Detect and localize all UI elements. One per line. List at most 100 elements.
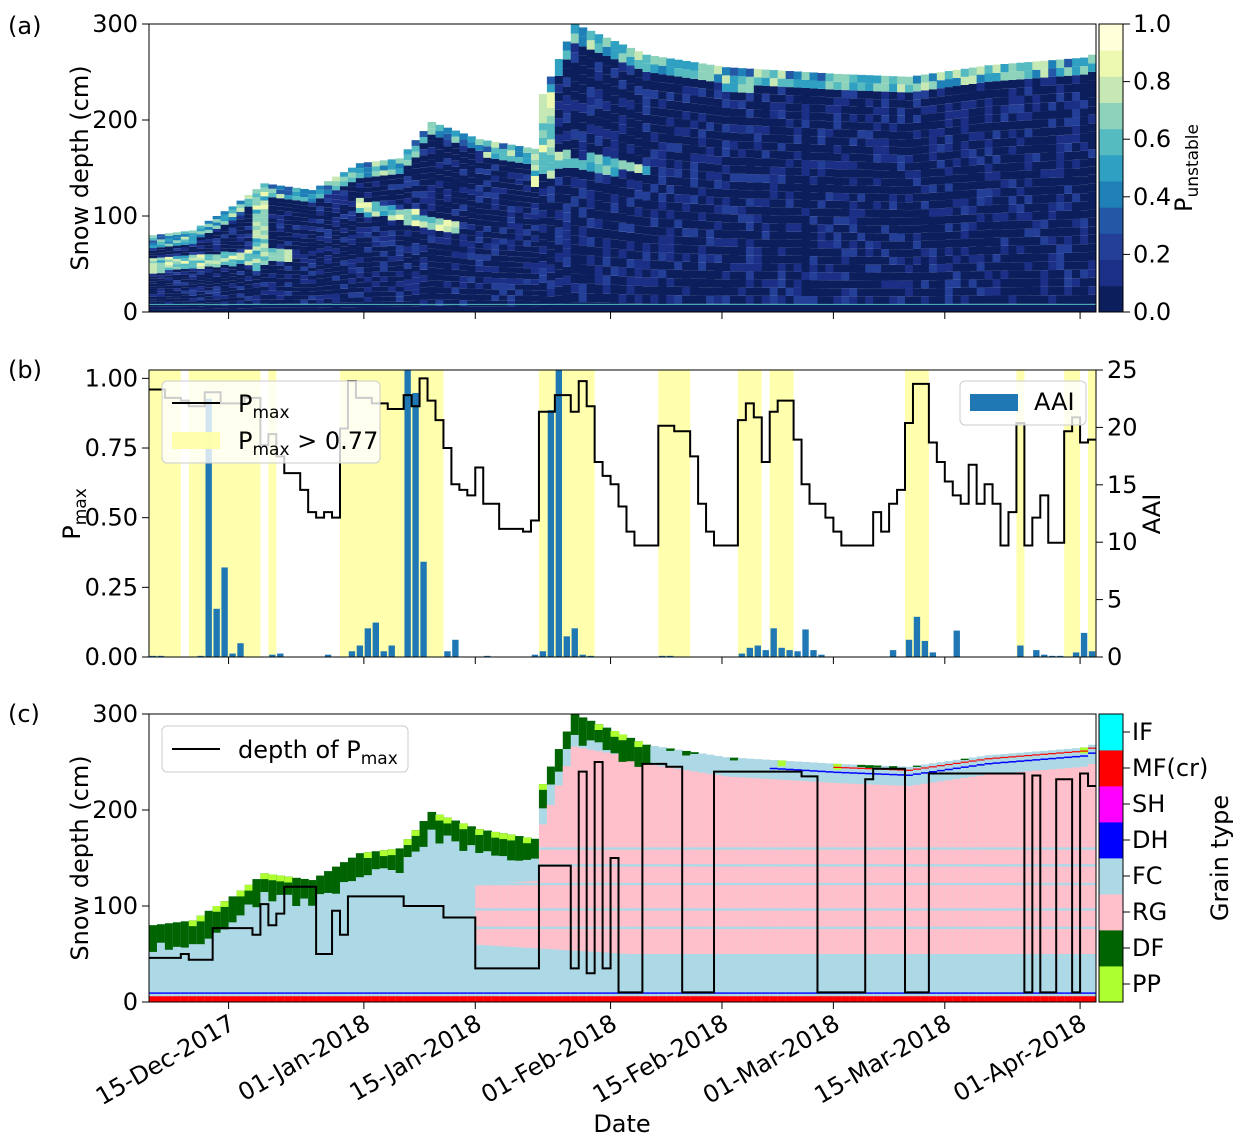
heatmap-cell [976, 295, 986, 304]
grain-layer [761, 926, 771, 930]
heatmap-cell [610, 257, 620, 267]
heatmap-cell [952, 134, 962, 143]
grain-layer [387, 992, 397, 994]
grain-layer [276, 875, 285, 895]
heatmap-cell [260, 269, 269, 274]
heatmap-cell [546, 131, 556, 140]
heatmap-cell [873, 75, 882, 84]
heatmap-cell [252, 287, 262, 292]
heatmap-cell [339, 223, 349, 229]
heatmap-cell [443, 287, 453, 294]
heatmap-cell [785, 111, 795, 120]
grain-layer [785, 926, 795, 930]
heatmap-cell [873, 114, 882, 123]
heatmap-cell [1000, 146, 1010, 155]
grain-layer [586, 992, 596, 994]
grain-layer [905, 996, 914, 1002]
heatmap-cell [745, 255, 755, 264]
grain-layer [721, 864, 731, 867]
heatmap-cell [395, 306, 405, 312]
heatmap-cell [785, 295, 795, 304]
heatmap-cell [523, 295, 532, 302]
heatmap-cell [188, 265, 198, 269]
grain-layer [841, 767, 850, 769]
grain-layer [1056, 908, 1065, 911]
colorbar-level [1099, 233, 1123, 261]
heatmap-cell [371, 196, 381, 202]
heatmap-cell [690, 78, 699, 88]
heatmap-cell [658, 210, 667, 219]
heatmap-cell [817, 280, 827, 289]
heatmap-cell [236, 274, 246, 279]
grain-layer [228, 992, 238, 994]
heatmap-cell [674, 211, 683, 220]
heatmap-cell [785, 271, 795, 280]
heatmap-cell [618, 303, 628, 312]
grain-layer [244, 884, 254, 1002]
heatmap-cell [188, 252, 198, 255]
heatmap-cell [443, 195, 453, 202]
heatmap-cell [650, 175, 659, 184]
grain-layer [1048, 864, 1057, 867]
heatmap-cell [562, 239, 572, 249]
heatmap-cell [419, 275, 429, 282]
heatmap-cell [793, 255, 803, 264]
heatmap-cell [1016, 129, 1025, 138]
heatmap-cell [371, 186, 381, 192]
heatmap-cell [1008, 162, 1018, 172]
grain-layer [897, 785, 906, 954]
heatmap-cell [801, 208, 811, 216]
heatmap-cell [905, 296, 914, 305]
heatmap-cell [475, 185, 484, 192]
heatmap-cell [1000, 97, 1010, 106]
heatmap-cell [339, 186, 349, 191]
heatmap-cell [912, 130, 922, 139]
heatmap-cell [316, 290, 325, 296]
grain-layer [976, 992, 986, 994]
grain-layer [833, 783, 842, 954]
grain-layer [721, 926, 731, 930]
legend-box [161, 725, 409, 773]
heatmap-cell [411, 168, 421, 175]
heatmap-cell [1056, 253, 1065, 262]
heatmap-cell [849, 224, 858, 233]
heatmap-cell [817, 120, 827, 129]
heatmap-cell [578, 55, 588, 66]
heatmap-cell [825, 248, 834, 257]
heatmap-cell [339, 307, 349, 312]
heatmap-cell [586, 208, 596, 219]
heatmap-cell [538, 188, 548, 196]
heatmap-cell [817, 128, 827, 137]
grain-layer [403, 839, 413, 858]
heatmap-cell [228, 259, 238, 263]
heatmap-cell [920, 201, 930, 210]
heatmap-cell [1080, 133, 1089, 143]
heatmap-cell [976, 66, 986, 75]
grain-layer [801, 864, 811, 867]
heatmap-cell [642, 97, 651, 107]
heatmap-cell [419, 215, 429, 222]
heatmap-cell [379, 286, 389, 292]
heatmap-cell [204, 254, 214, 258]
heatmap-cell [865, 90, 874, 99]
grain-layer [920, 882, 930, 886]
heatmap-cell [499, 160, 508, 166]
heatmap-cell [1088, 89, 1096, 98]
grain-layer [507, 882, 516, 886]
heatmap-cell [363, 197, 373, 203]
heatmap-cell [841, 113, 850, 122]
heatmap-cell [475, 150, 484, 157]
grain-layer [1064, 908, 1073, 911]
heatmap-cell [1008, 229, 1018, 238]
heatmap-cell [642, 106, 651, 115]
grain-layer [538, 926, 548, 930]
heatmap-cell [212, 219, 222, 223]
grain-layer [220, 901, 230, 907]
heatmap-cell [1064, 185, 1073, 194]
heatmap-cell [721, 83, 731, 92]
heatmap-cell [769, 239, 779, 248]
heatmap-cell [324, 285, 333, 291]
heatmap-cell [952, 94, 962, 103]
heatmap-cell [268, 282, 277, 287]
heatmap-cell [889, 162, 898, 171]
